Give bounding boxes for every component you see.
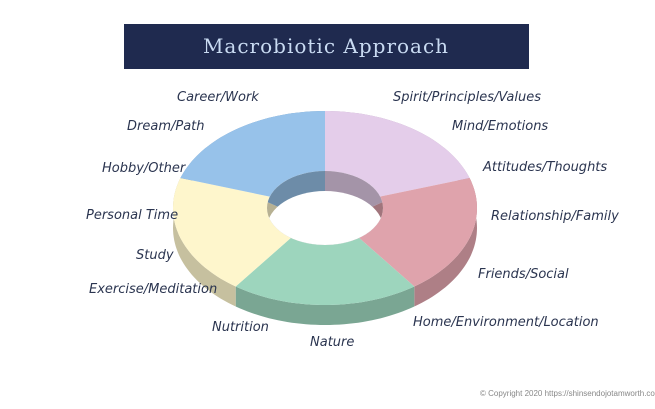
segment-label: Nature [310,335,354,350]
segment-label: Study [136,248,174,263]
labels: Spirit/Principles/Values Mind/Emotions Att… [86,90,619,350]
segment-label: Mind/Emotions [452,119,548,134]
segment-wall [235,286,415,325]
segment [325,111,470,197]
segment-label: Spirit/Principles/Values [393,90,541,105]
segment [180,111,325,197]
segment [173,178,291,287]
segment-label: Hobby/Other [102,161,187,176]
segment-label: Career/Work [177,90,259,105]
segment-label: Exercise/Meditation [89,282,217,297]
segment-label: Home/Environment/Location [413,315,599,330]
segment-label: Personal Time [86,208,178,223]
segment-label: Nutrition [212,320,269,335]
hole-floor [267,191,383,245]
segment-label: Relationship/Family [491,209,619,224]
segment-label: Friends/Social [478,267,569,282]
copyright: © Copyright 2020 https://shinsendojotamw… [480,389,655,398]
segment [235,237,415,305]
donut [173,111,477,325]
title: Macrobiotic Approach [203,34,449,58]
title-box [124,24,529,69]
segment-label: Attitudes/Thoughts [482,160,607,175]
segment [359,178,477,287]
segment-label: Dream/Path [127,119,205,134]
